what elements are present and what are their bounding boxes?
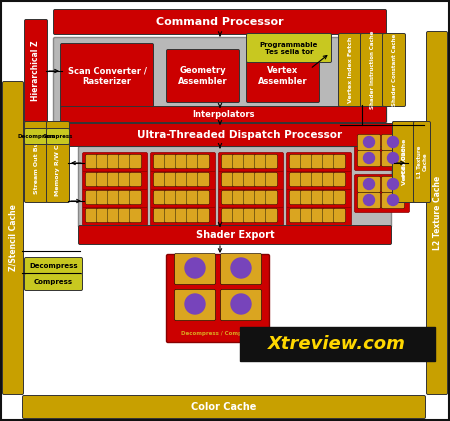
Text: Programmable
Tes sella tor: Programmable Tes sella tor: [260, 42, 318, 54]
FancyBboxPatch shape: [266, 190, 278, 205]
Circle shape: [231, 258, 251, 278]
FancyBboxPatch shape: [243, 173, 256, 187]
FancyBboxPatch shape: [333, 190, 346, 205]
FancyBboxPatch shape: [108, 173, 120, 187]
Text: Compress: Compress: [34, 279, 73, 285]
FancyBboxPatch shape: [186, 208, 198, 223]
FancyBboxPatch shape: [46, 122, 69, 203]
FancyBboxPatch shape: [287, 189, 351, 208]
Circle shape: [185, 294, 205, 314]
FancyBboxPatch shape: [233, 173, 244, 187]
FancyBboxPatch shape: [82, 189, 148, 208]
FancyBboxPatch shape: [219, 152, 284, 171]
FancyBboxPatch shape: [175, 290, 216, 320]
Text: Vertex Cache: Vertex Cache: [401, 139, 406, 185]
FancyBboxPatch shape: [382, 150, 405, 166]
FancyBboxPatch shape: [289, 155, 302, 168]
Text: Interpolators: Interpolators: [192, 110, 255, 119]
FancyBboxPatch shape: [82, 171, 148, 189]
Text: #C8A000: #C8A000: [401, 146, 406, 178]
Circle shape: [231, 294, 251, 314]
FancyBboxPatch shape: [360, 34, 383, 107]
FancyBboxPatch shape: [86, 208, 98, 223]
FancyBboxPatch shape: [46, 128, 69, 144]
FancyBboxPatch shape: [86, 173, 98, 187]
FancyBboxPatch shape: [86, 190, 98, 205]
FancyBboxPatch shape: [165, 208, 176, 223]
Text: Hierarchical Z: Hierarchical Z: [32, 41, 40, 101]
FancyBboxPatch shape: [247, 34, 332, 62]
FancyBboxPatch shape: [186, 190, 198, 205]
FancyBboxPatch shape: [153, 208, 166, 223]
FancyBboxPatch shape: [287, 206, 351, 226]
Text: Memory R/W Cache: Memory R/W Cache: [55, 128, 60, 196]
Circle shape: [364, 195, 374, 205]
FancyBboxPatch shape: [323, 190, 334, 205]
Text: Vertex
Assembler: Vertex Assembler: [258, 66, 308, 86]
FancyBboxPatch shape: [221, 173, 234, 187]
FancyBboxPatch shape: [108, 190, 120, 205]
FancyBboxPatch shape: [323, 173, 334, 187]
FancyBboxPatch shape: [301, 208, 312, 223]
FancyBboxPatch shape: [287, 171, 351, 189]
FancyBboxPatch shape: [86, 155, 98, 168]
FancyBboxPatch shape: [176, 155, 188, 168]
Text: Command Processor: Command Processor: [156, 17, 284, 27]
FancyBboxPatch shape: [150, 171, 216, 189]
FancyBboxPatch shape: [221, 190, 234, 205]
FancyBboxPatch shape: [96, 155, 108, 168]
FancyBboxPatch shape: [165, 155, 176, 168]
FancyBboxPatch shape: [130, 173, 141, 187]
Text: Decompress / Compress: Decompress / Compress: [181, 330, 255, 336]
FancyBboxPatch shape: [54, 10, 387, 35]
FancyBboxPatch shape: [24, 128, 48, 144]
FancyBboxPatch shape: [150, 152, 216, 171]
FancyBboxPatch shape: [382, 176, 405, 192]
FancyBboxPatch shape: [355, 174, 410, 213]
FancyBboxPatch shape: [150, 189, 216, 208]
FancyBboxPatch shape: [301, 173, 312, 187]
FancyBboxPatch shape: [219, 171, 284, 189]
FancyBboxPatch shape: [333, 155, 346, 168]
FancyBboxPatch shape: [198, 173, 210, 187]
FancyBboxPatch shape: [392, 122, 415, 203]
FancyBboxPatch shape: [118, 173, 130, 187]
FancyBboxPatch shape: [176, 208, 188, 223]
FancyBboxPatch shape: [311, 173, 324, 187]
FancyBboxPatch shape: [130, 190, 141, 205]
Circle shape: [185, 258, 205, 278]
Circle shape: [387, 136, 399, 147]
Text: Decompress: Decompress: [29, 263, 78, 269]
Circle shape: [364, 179, 374, 189]
FancyBboxPatch shape: [382, 34, 405, 107]
FancyBboxPatch shape: [3, 82, 23, 394]
FancyBboxPatch shape: [153, 173, 166, 187]
FancyBboxPatch shape: [24, 19, 48, 123]
Circle shape: [364, 152, 374, 163]
FancyBboxPatch shape: [176, 173, 188, 187]
FancyBboxPatch shape: [233, 155, 244, 168]
FancyBboxPatch shape: [338, 34, 361, 107]
FancyBboxPatch shape: [78, 226, 392, 245]
Text: Shader Instruction Cache: Shader Instruction Cache: [369, 31, 374, 109]
FancyBboxPatch shape: [198, 155, 210, 168]
FancyBboxPatch shape: [60, 43, 153, 109]
FancyBboxPatch shape: [54, 123, 427, 147]
FancyBboxPatch shape: [130, 155, 141, 168]
FancyBboxPatch shape: [219, 206, 284, 226]
FancyBboxPatch shape: [255, 190, 266, 205]
FancyBboxPatch shape: [220, 253, 261, 285]
Text: Vertex Index Fetch: Vertex Index Fetch: [347, 37, 352, 103]
FancyBboxPatch shape: [108, 155, 120, 168]
FancyBboxPatch shape: [82, 152, 148, 171]
FancyBboxPatch shape: [153, 155, 166, 168]
FancyBboxPatch shape: [357, 176, 381, 192]
FancyBboxPatch shape: [266, 208, 278, 223]
Text: Geometry
Assembler: Geometry Assembler: [178, 66, 228, 86]
FancyBboxPatch shape: [233, 190, 244, 205]
FancyBboxPatch shape: [176, 190, 188, 205]
FancyBboxPatch shape: [414, 122, 431, 203]
FancyBboxPatch shape: [24, 258, 82, 274]
FancyBboxPatch shape: [96, 190, 108, 205]
